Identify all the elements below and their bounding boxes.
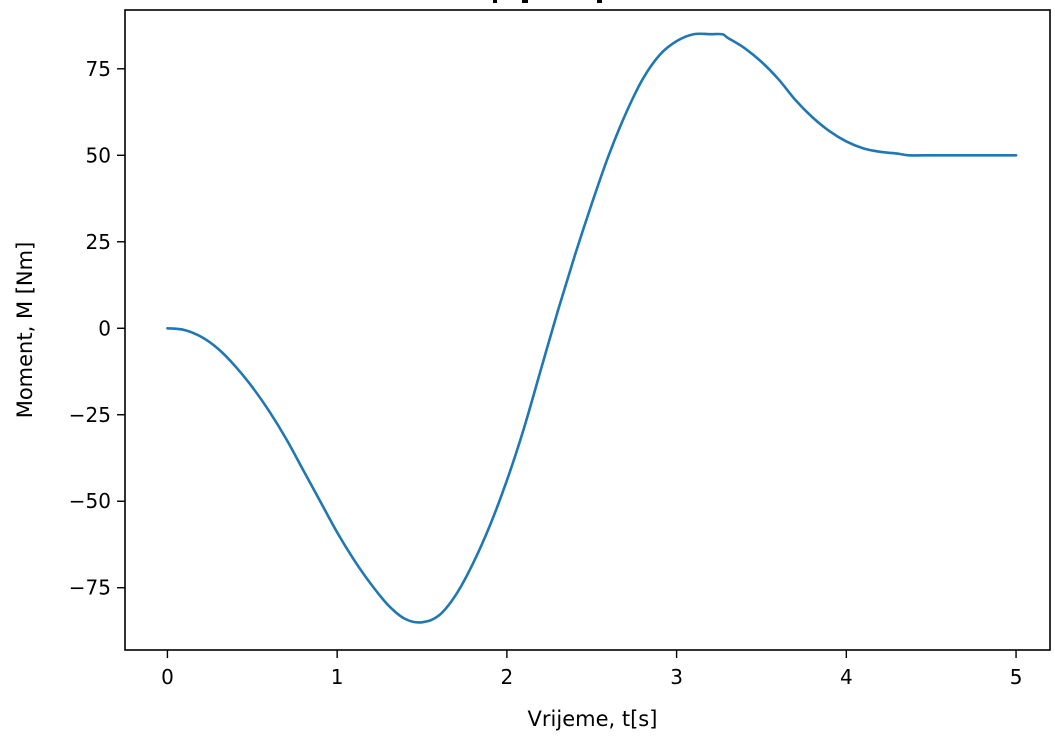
plot-frame <box>124 9 1051 651</box>
y-tick-label: −75 <box>69 576 111 600</box>
x-tick-label: 5 <box>1010 665 1023 689</box>
series-line <box>166 32 1018 624</box>
title-fragment <box>493 0 602 3</box>
x-axis-label: Vrijeme, t[s] <box>528 707 658 731</box>
y-axis: 75 50 25 0 −25 −50 −75 <box>69 57 125 600</box>
y-tick-label: −50 <box>69 489 111 513</box>
x-tick-label: 3 <box>670 665 683 689</box>
y-tick-label: −25 <box>69 403 111 427</box>
y-tick-label: 50 <box>86 143 111 167</box>
x-tick-label: 2 <box>501 665 514 689</box>
x-tick-label: 0 <box>161 665 174 689</box>
y-tick-label: 0 <box>98 316 111 340</box>
x-axis: 0 1 2 3 4 5 <box>161 650 1022 689</box>
y-axis-label: Moment, M [Nm] <box>13 242 37 419</box>
y-tick-label: 75 <box>86 57 111 81</box>
x-tick-label: 1 <box>331 665 344 689</box>
y-tick-label: 25 <box>86 230 111 254</box>
x-tick-label: 4 <box>840 665 853 689</box>
